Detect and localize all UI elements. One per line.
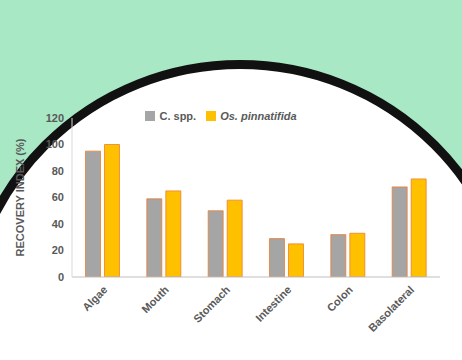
svg-text:Basolateral: Basolateral — [366, 283, 416, 333]
svg-text:Mouth: Mouth — [139, 283, 171, 315]
svg-text:Intestine: Intestine — [253, 283, 293, 323]
svg-text:40: 40 — [52, 218, 64, 230]
svg-text:100: 100 — [46, 138, 64, 150]
html-text:C. spp.: C. spp. — [159, 110, 197, 122]
svg-text:60: 60 — [52, 191, 64, 203]
svg-text:120: 120 — [46, 112, 64, 124]
svg-text:20: 20 — [52, 244, 64, 256]
svg-text:80: 80 — [52, 165, 64, 177]
svg-text:Stomach: Stomach — [191, 283, 233, 325]
svg-text:RECOVERY INDEX (%): RECOVERY INDEX (%) — [14, 138, 26, 256]
html-text:Os. pinnatifida: Os. pinnatifida — [220, 110, 297, 122]
svg-text:Colon: Colon — [324, 283, 355, 314]
svg-text:Algae: Algae — [80, 283, 110, 313]
svg-text:0: 0 — [58, 271, 64, 283]
